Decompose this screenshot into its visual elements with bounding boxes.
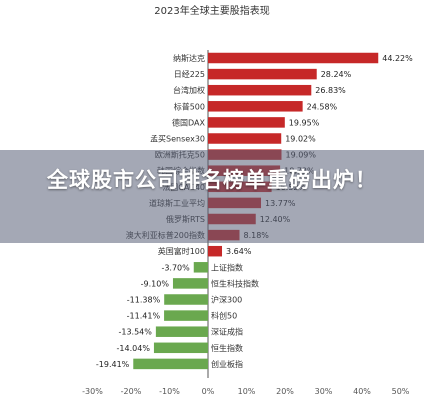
value-label-4: 19.95% — [289, 118, 320, 127]
value-label-5: 19.02% — [285, 135, 316, 144]
value-label-14: -9.10% — [141, 279, 170, 288]
x-tick-label-7: 40% — [353, 387, 371, 396]
category-label-12: 英国富时100 — [158, 246, 205, 256]
bar-12 — [208, 245, 223, 257]
category-label-17: 深证成指 — [211, 327, 243, 337]
value-label-17: -13.54% — [118, 328, 152, 337]
x-tick-label-6: 30% — [315, 387, 333, 396]
value-label-2: 26.83% — [315, 86, 346, 95]
value-label-1: 28.24% — [321, 70, 352, 79]
category-label-15: 沪深300 — [211, 295, 242, 305]
category-label-13: 上证指数 — [211, 262, 243, 272]
value-label-18: -14.04% — [117, 344, 151, 353]
bar-15 — [164, 294, 208, 305]
x-tick-label-4: 10% — [238, 387, 256, 396]
x-axis-ticks: -30% -20% -10% 0% 10% 20% 30% 40% 50% — [82, 387, 410, 396]
bar-1 — [208, 68, 317, 80]
bar-19 — [133, 358, 208, 370]
category-label-3: 标普500 — [174, 101, 205, 111]
bar-5 — [208, 133, 282, 144]
category-label-4: 德国DAX — [172, 117, 205, 127]
x-tick-label-1: -20% — [121, 387, 142, 396]
bar-4 — [208, 117, 285, 128]
category-label-2: 台湾加权 — [173, 85, 205, 95]
bar-14 — [172, 278, 208, 289]
value-label-13: -3.70% — [161, 263, 190, 272]
value-label-19: -19.41% — [96, 360, 130, 369]
category-label-0: 纳斯达克 — [173, 53, 205, 63]
category-label-14: 恒生科技指数 — [211, 278, 259, 288]
bar-18 — [153, 342, 208, 354]
headline-banner — [0, 150, 424, 243]
value-label-12: 3.64% — [226, 247, 252, 256]
category-label-1: 日经225 — [174, 69, 205, 79]
chart-title: 2023年全球主要股指表现 — [154, 4, 269, 17]
headline-text: 全球股市公司排名榜单重磅出炉！ — [47, 168, 377, 192]
x-tick-label-0: -30% — [82, 387, 103, 396]
bar-0 — [208, 52, 379, 64]
x-tick-label-3: 0% — [202, 387, 215, 396]
bar-16 — [164, 310, 208, 321]
category-label-5: 孟买Sensex30 — [150, 134, 205, 144]
category-label-19: 创业板指 — [211, 359, 243, 369]
value-label-3: 24.58% — [307, 102, 338, 111]
bar-17 — [155, 326, 208, 337]
bar-2 — [208, 84, 312, 96]
value-label-0: 44.22% — [382, 54, 413, 63]
x-tick-label-5: 20% — [276, 387, 294, 396]
x-tick-label-2: -10% — [159, 387, 180, 396]
bar-13 — [193, 262, 208, 273]
category-label-16: 科创50 — [211, 311, 237, 321]
x-tick-label-8: 50% — [392, 387, 410, 396]
bar-3 — [208, 101, 303, 112]
value-label-16: -11.41% — [127, 312, 161, 321]
value-label-15: -11.38% — [127, 296, 161, 305]
category-label-18: 恒生指数 — [211, 343, 243, 353]
